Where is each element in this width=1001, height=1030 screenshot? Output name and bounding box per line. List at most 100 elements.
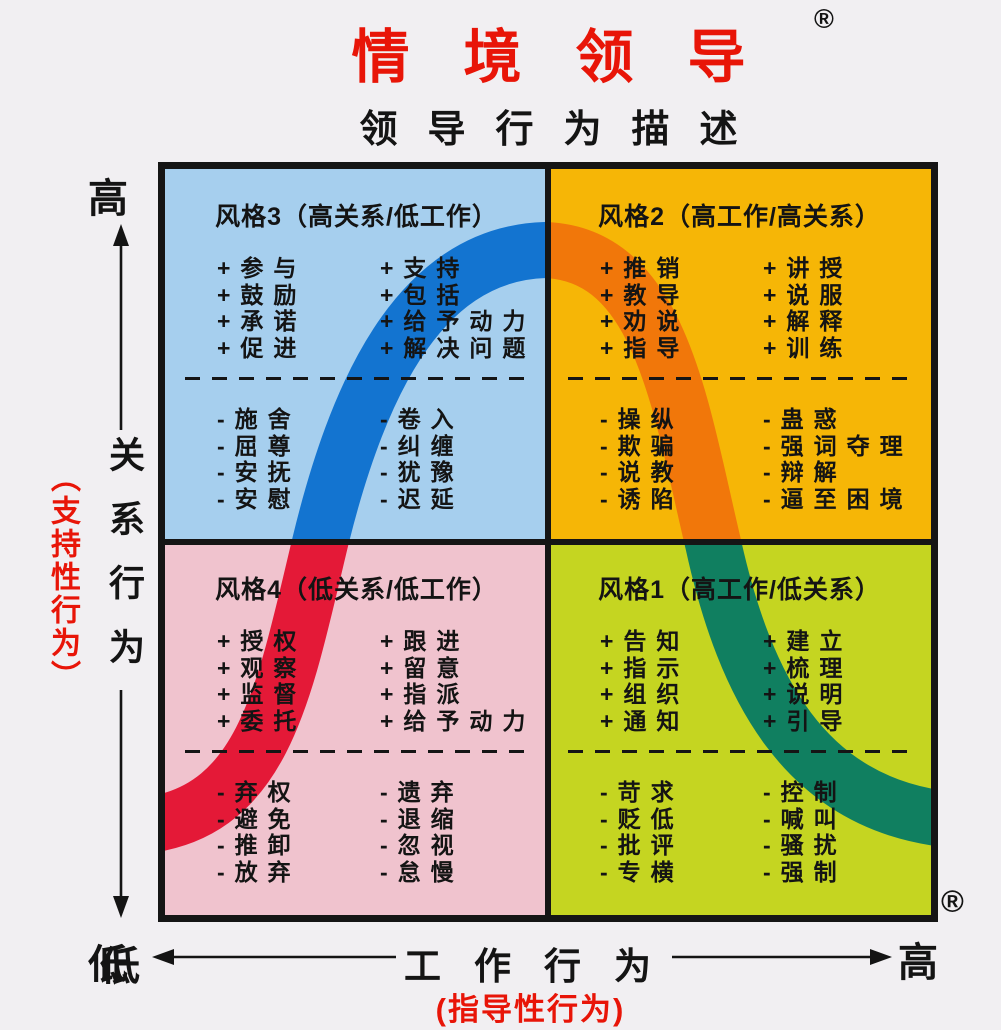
page-title: 情境领导: [351, 25, 800, 90]
y-axis-sub-label: （支持性行为）: [46, 462, 79, 693]
title-registered-mark: ®: [814, 4, 834, 34]
behavior-item: -蛊惑: [763, 406, 847, 432]
behavior-item: -怠慢: [380, 858, 464, 885]
behavior-item: +指导: [600, 334, 690, 361]
behavior-item: +训练: [763, 334, 853, 361]
style1-minus-list-right: -控制 -喊叫 -骚扰 -强制: [763, 779, 847, 885]
behavior-item: -安抚: [217, 459, 301, 485]
dashed-separator: [568, 750, 911, 753]
behavior-item: +引导: [763, 707, 853, 734]
behavior-item: +说服: [763, 281, 853, 308]
behavior-item: -强词夺理: [763, 432, 913, 459]
behavior-item: -贬低: [600, 805, 684, 832]
behavior-item: +解释: [763, 308, 853, 334]
behavior-item: +讲授: [763, 255, 853, 281]
matrix-horizontal-divider: [165, 539, 931, 545]
behavior-item: +劝说: [600, 308, 690, 334]
behavior-item: +留意: [380, 654, 470, 681]
style2-plus-list-right: +讲授 +说服 +解释 +训练: [763, 255, 852, 361]
style1-plus-list-left: +告知 +指示 +组织 +通知: [600, 628, 763, 734]
y-axis-low-label: 低: [88, 943, 128, 987]
behavior-item: +组织: [600, 681, 690, 707]
style1-minus-list-left: -苛求 -贬低 -批评 -专横: [600, 779, 763, 885]
style4-minus-list-left: -弃权 -避免 -推卸 -放弃: [217, 779, 380, 885]
style2-minus-list-right: -蛊惑 -强词夺理 -辩解 -逼至困境: [763, 406, 913, 512]
style3-minus-list-right: -卷入 -纠缠 -犹豫 -迟延: [380, 406, 464, 512]
style3-plus-list-right: +支持 +包括 +给予动力 +解决问题: [380, 255, 535, 361]
quadrant-style2-bg: [548, 169, 931, 542]
quadrant-style1-title: 风格1（高工作/低关系）: [598, 576, 881, 604]
style4-minus-list-right: -遗弃 -退缩 -忽视 -怠慢: [380, 779, 464, 885]
behavior-item: -安慰: [217, 485, 301, 512]
behavior-item: -退缩: [380, 805, 464, 832]
behavior-item: -卷入: [380, 406, 464, 432]
behavior-matrix: 风格3（高关系/低工作） +参与 +鼓励 +承诺 +促进 +支持 +包括 +给予动力 +解决…: [158, 162, 938, 922]
behavior-item: -操纵: [600, 406, 684, 432]
behavior-item: -辩解: [763, 459, 847, 485]
behavior-item: -喊叫: [763, 805, 847, 832]
curve-segment-red: [165, 542, 350, 851]
style3-minus-list-left: -施舍 -屈尊 -安抚 -安慰: [217, 406, 380, 512]
down-arrow-icon: [113, 690, 129, 918]
behavior-item: +指派: [380, 681, 470, 707]
behavior-item: +包括: [380, 281, 470, 308]
behavior-item: -逼至困境: [763, 485, 913, 512]
behavior-item: +给予动力: [380, 707, 536, 734]
behavior-item: -施舍: [217, 406, 301, 432]
dashed-separator: [185, 750, 528, 753]
quadrant-style3: 风格3（高关系/低工作） +参与 +鼓励 +承诺 +促进 +支持 +包括 +给予动力 +解决…: [165, 169, 548, 542]
style4-plus-list-left: +授权 +观察 +监督 +委托: [217, 628, 380, 734]
dashed-separator: [185, 377, 528, 380]
behavior-item: +指示: [600, 654, 690, 681]
style2-plus-list-left: +推销 +教导 +劝说 +指导: [600, 255, 763, 361]
behavior-item: -推卸: [217, 832, 301, 858]
style2-minus-list-left: -操纵 -欺骗 -说教 -诱陷: [600, 406, 763, 512]
behavior-item: +梳理: [763, 654, 853, 681]
curve-segment-green: [684, 542, 931, 846]
behavior-item: +支持: [380, 255, 470, 281]
behavior-item: +参与: [217, 255, 307, 281]
behavior-item: +解决问题: [380, 334, 536, 361]
behavior-item: -犹豫: [380, 459, 464, 485]
behavior-item: -放弃: [217, 858, 301, 885]
behavior-item: +委托: [217, 707, 307, 734]
dashed-separator: [568, 377, 911, 380]
behavior-item: +鼓励: [217, 281, 307, 308]
behavior-item: +监督: [217, 681, 307, 707]
behavior-item: +建立: [763, 628, 853, 654]
behavior-item: +承诺: [217, 308, 307, 334]
quadrant-style4: 风格4（低关系/低工作） +授权 +观察 +监督 +委托 +跟进 +留意 +指派 +给予动力…: [165, 542, 548, 915]
page-subtitle: 领导行为描述: [359, 109, 768, 151]
quadrant-style3-title: 风格3（高关系/低工作）: [215, 203, 498, 231]
behavior-item: -专横: [600, 858, 684, 885]
behavior-item: -屈尊: [217, 432, 301, 459]
y-axis-title: 关系行为: [104, 436, 145, 692]
quadrant-style1: 风格1（高工作/低关系） +告知 +指示 +组织 +通知 +建立 +梳理 +说明 +引导 -…: [548, 542, 931, 915]
behavior-item: +教导: [600, 281, 690, 308]
up-arrow-icon: [113, 224, 129, 430]
left-arrow-icon: [152, 949, 396, 965]
corner-registered-mark: ®: [941, 884, 964, 919]
x-axis-low-label: 低: [100, 945, 140, 989]
x-axis-high-label: 高: [898, 941, 938, 985]
behavior-item: +跟进: [380, 628, 470, 654]
behavior-item: +促进: [217, 334, 307, 361]
quadrant-style4-title: 风格4（低关系/低工作）: [215, 576, 498, 604]
behavior-item: -纠缠: [380, 432, 464, 459]
y-axis-high-label: 高: [88, 177, 128, 221]
behavior-item: +授权: [217, 628, 307, 654]
behavior-item: -说教: [600, 459, 684, 485]
quadrant-style2-title: 风格2（高工作/高关系）: [598, 203, 881, 231]
behavior-item: -强制: [763, 858, 847, 885]
x-axis-sub-label: (指导性行为): [435, 992, 626, 1027]
behavior-item: -苛求: [600, 779, 684, 805]
behavior-item: +通知: [600, 707, 690, 734]
style4-plus-list-right: +跟进 +留意 +指派 +给予动力: [380, 628, 535, 734]
behavior-item: -遗弃: [380, 779, 464, 805]
behavior-item: +说明: [763, 681, 853, 707]
behavior-item: +观察: [217, 654, 307, 681]
behavior-item: -控制: [763, 779, 847, 805]
behavior-item: -诱陷: [600, 485, 684, 512]
behavior-item: +给予动力: [380, 308, 536, 334]
behavior-item: -忽视: [380, 832, 464, 858]
